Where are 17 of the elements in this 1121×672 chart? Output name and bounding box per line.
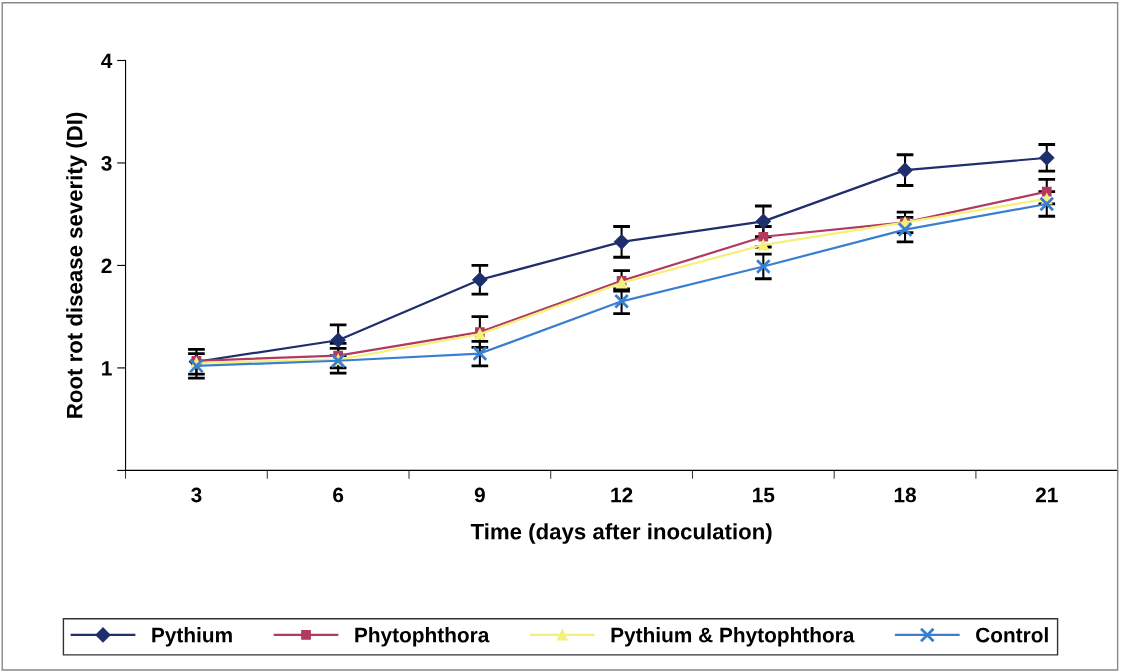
x-axis-title: Time (days after inoculation) [470, 523, 772, 544]
x-tick-label: 21 [1035, 487, 1058, 503]
x-tick-label: 9 [474, 487, 485, 503]
legend-label: Pythium & Phytophthora [611, 627, 855, 647]
y-axis-title: Root rot disease severity (DI) [66, 112, 87, 418]
y-tick-label: 4 [101, 53, 113, 69]
x-tick-label: 18 [894, 487, 916, 503]
x-tick-label: 6 [333, 487, 344, 503]
y-tick-label: 1 [102, 361, 112, 376]
legend-label: Pythium [152, 627, 232, 647]
legend-label: Control [976, 627, 1048, 643]
y-tick-label: 2 [101, 258, 112, 273]
x-tick-label: 3 [191, 487, 202, 503]
x-tick-label: 12 [611, 487, 633, 503]
y-tick-label: 3 [101, 155, 112, 171]
legend-label: Phytophthora [355, 627, 490, 647]
x-tick-label: 15 [753, 487, 775, 503]
